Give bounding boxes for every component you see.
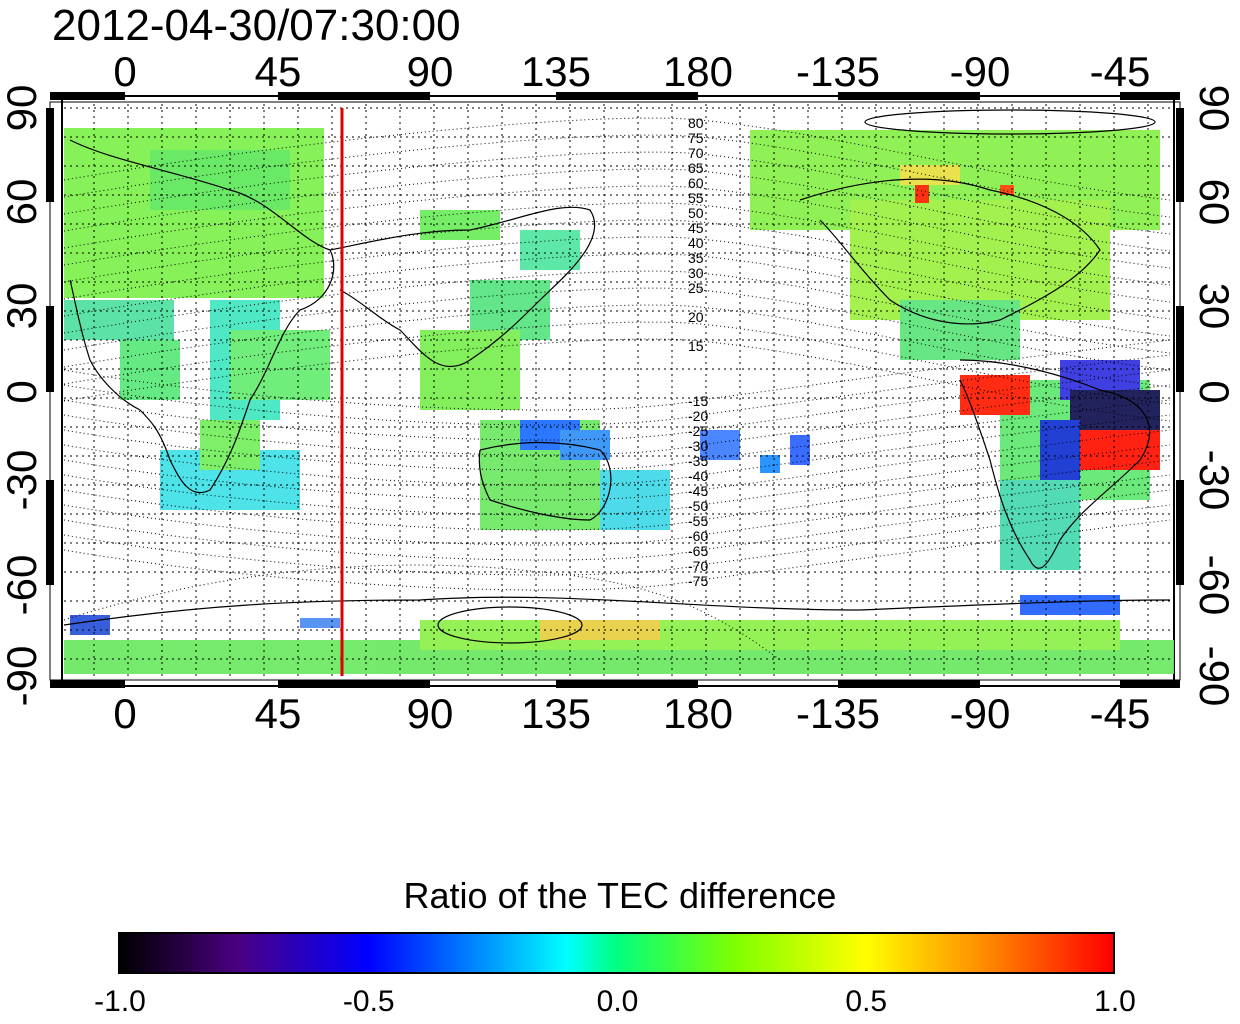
- colorbar-tick-label: -1.0: [94, 985, 146, 1018]
- contour-label: 70: [688, 145, 704, 161]
- left-lat-label: 90: [0, 85, 45, 132]
- contour-label: -15: [688, 393, 708, 409]
- contour-label: 25: [688, 280, 704, 296]
- colorbar-title: Ratio of the TEC difference: [403, 875, 837, 916]
- top-lon-label: 0: [113, 48, 136, 95]
- right-lat-label: -30: [1191, 450, 1238, 511]
- left-latitude-labels: 90 60 30 0 -30 -60 -90: [0, 85, 45, 707]
- top-longitude-labels: 0 45 90 135 180 -135 -90 -45: [113, 48, 1150, 95]
- contour-label: 50: [688, 205, 704, 221]
- colorbar-tick-label: 0.5: [845, 985, 888, 1018]
- colorbar-tick-label: 1.0: [1094, 985, 1136, 1018]
- contour-label: 75: [688, 130, 704, 146]
- left-lat-label: -60: [0, 555, 45, 616]
- top-lon-label: -45: [1090, 48, 1151, 95]
- bottom-lon-label: 180: [663, 690, 733, 737]
- contour-label: 55: [688, 190, 704, 206]
- contour-label: -40: [688, 468, 708, 484]
- tec-data-patches: [64, 128, 1174, 674]
- top-lon-label: 180: [663, 48, 733, 95]
- contour-labels-south: -15-20-25-30-35-40-45-50-55-60-65-70-75: [688, 393, 708, 589]
- right-latitude-labels: 90 60 30 0 -30 -60 -90: [1191, 85, 1238, 707]
- contour-label: -75: [688, 573, 708, 589]
- left-lat-label: -90: [0, 646, 45, 707]
- left-lat-label: 30: [0, 283, 45, 330]
- bottom-lon-label: 0: [113, 690, 136, 737]
- bottom-longitude-labels: 0 45 90 135 180 -135 -90 -45: [113, 690, 1150, 737]
- colorbar-tick-label: -0.5: [342, 985, 395, 1018]
- right-lat-label: 60: [1191, 179, 1238, 226]
- contour-label: -30: [688, 438, 708, 454]
- contour-label: -50: [688, 498, 708, 514]
- bottom-lon-label: 45: [255, 690, 302, 737]
- top-lon-label: 90: [407, 48, 454, 95]
- map-title: 2012-04-30/07:30:00: [52, 1, 461, 50]
- bottom-lon-label: -45: [1090, 690, 1151, 737]
- coastlines: [63, 109, 1171, 644]
- top-lon-label: -90: [950, 48, 1011, 95]
- left-lat-label: 0: [0, 380, 45, 403]
- colorbar: [118, 932, 1115, 974]
- contour-label: -70: [688, 558, 708, 574]
- contour-label: 80: [688, 115, 704, 131]
- top-lon-label: 45: [255, 48, 302, 95]
- contour-label: 40: [688, 235, 704, 251]
- contour-label: 20: [688, 309, 704, 325]
- contour-label: -55: [688, 513, 708, 529]
- left-lat-label: 60: [0, 179, 45, 226]
- contour-label: -45: [688, 483, 708, 499]
- top-lon-label: 135: [521, 48, 591, 95]
- bottom-lon-label: -90: [950, 690, 1011, 737]
- contour-label: 30: [688, 265, 704, 281]
- top-lon-label: -135: [796, 48, 880, 95]
- contour-label: -25: [688, 423, 708, 439]
- contour-label: 45: [688, 220, 704, 236]
- contour-label: -20: [688, 408, 708, 424]
- bottom-lon-label: 90: [407, 690, 454, 737]
- contour-label: 35: [688, 250, 704, 266]
- left-lat-label: -30: [0, 450, 45, 511]
- contour-label: 15: [688, 338, 704, 354]
- contour-label: 65: [688, 160, 704, 176]
- colorbar-tick-label: 0.0: [596, 985, 639, 1018]
- right-lat-label: 30: [1191, 283, 1238, 330]
- contour-label: -35: [688, 453, 708, 469]
- contour-label: -60: [688, 528, 708, 544]
- contour-label: 60: [688, 175, 704, 191]
- right-lat-label: -90: [1191, 646, 1238, 707]
- frame-segments: [46, 92, 1184, 688]
- right-lat-label: 0: [1191, 380, 1238, 403]
- bottom-lon-label: 135: [521, 690, 591, 737]
- right-lat-label: -60: [1191, 555, 1238, 616]
- bottom-lon-label: -135: [796, 690, 880, 737]
- right-lat-label: 90: [1191, 85, 1238, 132]
- contour-label: -65: [688, 543, 708, 559]
